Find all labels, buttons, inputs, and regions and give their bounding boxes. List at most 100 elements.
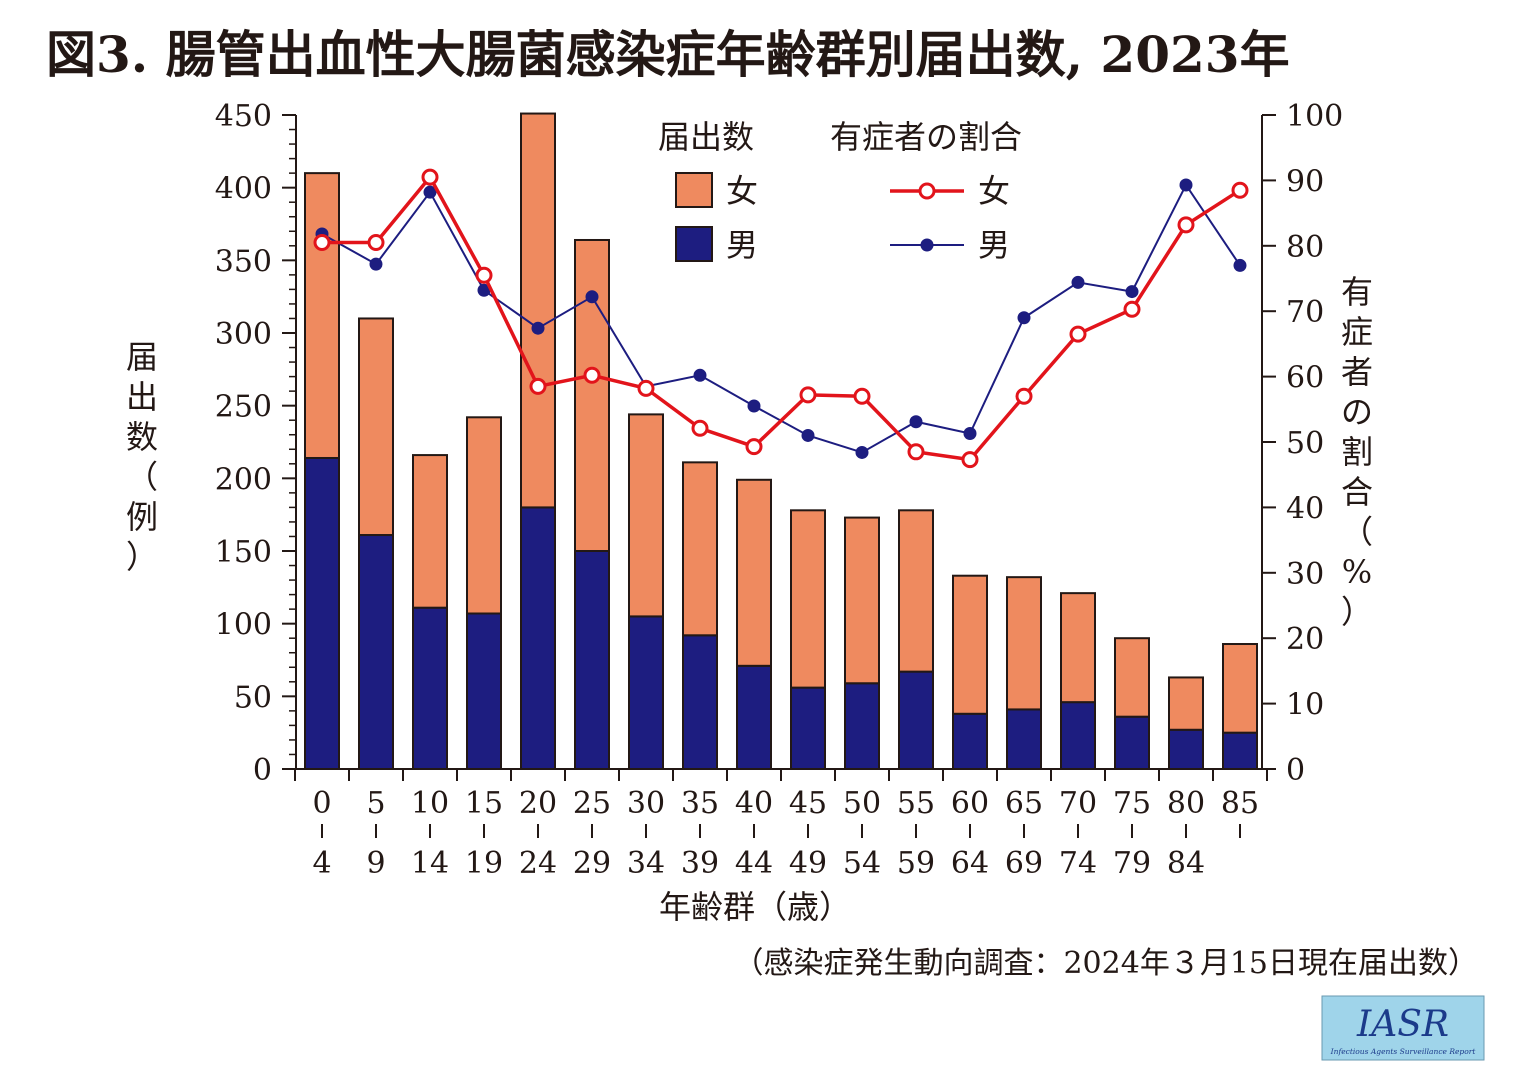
bar-female-0 [304, 172, 340, 459]
legend-male-bar-label: 男 [726, 226, 758, 264]
female-ratio-point [583, 366, 601, 384]
bar-male-60 [952, 712, 988, 770]
x-tick-label-start: 80 [1167, 786, 1205, 821]
female-ratio-point [421, 168, 439, 186]
y-tick-label: 100 [215, 608, 272, 643]
bar-male-70 [1060, 701, 1096, 770]
x-tick-label-start: 15 [465, 786, 503, 821]
female-ratio-point [691, 419, 709, 437]
y2-tick-label: 20 [1286, 622, 1324, 657]
y-tick-label: 300 [215, 317, 272, 352]
legend-line-heading: 有症者の割合 [830, 118, 1022, 156]
y-tick-label: 250 [215, 390, 272, 425]
female-ratio-line [322, 174, 1241, 462]
x-tick-label-start: 65 [1005, 786, 1043, 821]
y2-tick-label: 40 [1286, 491, 1324, 526]
iasr-logo: IASR Infectious Agents Surveillance Repo… [1321, 995, 1485, 1061]
x-tick-label-end: 4 [312, 846, 331, 881]
y2-tick-label: 60 [1286, 361, 1324, 396]
female-ratio-point [475, 266, 493, 284]
legend-female-bar-swatch [675, 172, 713, 208]
female-ratio-point [745, 438, 763, 456]
y2-tick-label: 80 [1286, 230, 1324, 265]
lines-layer [313, 168, 1249, 469]
male-ratio-point [423, 185, 437, 199]
bars-layer [304, 112, 1258, 771]
x-tick-label-end: 79 [1113, 846, 1151, 881]
x-tick-label-end: 49 [789, 846, 827, 881]
x-tick-label-start: 20 [519, 786, 557, 821]
bar-female-15 [466, 416, 502, 615]
bar-female-70 [1060, 592, 1096, 704]
bar-female-10 [412, 454, 448, 609]
male-ratio-point [963, 426, 977, 440]
bar-male-35 [682, 634, 718, 770]
female-ratio-point [313, 234, 331, 252]
female-ratio-point [907, 443, 925, 461]
male-ratio-point [477, 283, 491, 297]
female-ratio-point [1069, 325, 1087, 343]
bar-male-20 [520, 506, 556, 770]
y-axis-label: 届出数（例） [126, 338, 158, 576]
female-ratio-point [1015, 387, 1033, 405]
y-tick-label: 50 [234, 680, 272, 715]
legend-female-line-label: 女 [978, 172, 1010, 210]
bar-female-55 [898, 509, 934, 673]
male-ratio-point [1179, 178, 1193, 192]
x-tick-label-end: 9 [366, 846, 385, 881]
x-tick-label-end: 64 [951, 846, 989, 881]
male-ratio-point [693, 368, 707, 382]
y2-tick-label: 50 [1286, 426, 1324, 461]
female-ratio-point [1177, 216, 1195, 234]
bar-male-0 [304, 456, 340, 770]
y-tick-label: 350 [215, 244, 272, 279]
male-ratio-point [855, 445, 869, 459]
x-tick-label-start: 40 [735, 786, 773, 821]
legend-male-line-label: 男 [978, 226, 1010, 264]
y2-tick-label: 0 [1286, 753, 1305, 788]
y2-tick-label: 70 [1286, 295, 1324, 330]
bar-male-45 [790, 686, 826, 771]
iasr-logo-background [1321, 995, 1485, 1061]
y2-tick-label: 30 [1286, 557, 1324, 592]
bar-female-20 [520, 112, 556, 509]
male-ratio-point [909, 415, 923, 429]
x-tick-label-end: 54 [843, 846, 881, 881]
chart-title: 図3. 腸管出血性大腸菌感染症年齢群別届出数, 2023年 [46, 25, 1290, 84]
x-tick-label-start: 5 [366, 786, 385, 821]
male-ratio-point [1125, 285, 1139, 299]
bar-male-85 [1222, 731, 1258, 771]
y-tick-label: 200 [215, 462, 272, 497]
bar-female-25 [574, 238, 610, 552]
source-note: （感染症発生動向調査：2024年３月15日現在届出数） [733, 946, 1478, 981]
bar-female-35 [682, 461, 718, 637]
bar-male-80 [1168, 728, 1204, 771]
male-ratio-point [585, 290, 599, 304]
female-ratio-point [637, 379, 655, 397]
y2-axis-label: 有症者の割合（%） [1341, 273, 1373, 631]
bar-male-25 [574, 550, 610, 770]
bar-female-30 [628, 413, 664, 618]
y-tick-label: 150 [215, 535, 272, 570]
axes-layer: 0501001502002503003504004500102030405060… [215, 99, 1344, 881]
bar-female-65 [1006, 576, 1042, 711]
y2-tick-label: 90 [1286, 164, 1324, 199]
x-tick-label-end: 39 [681, 846, 719, 881]
x-tick-label-start: 55 [897, 786, 935, 821]
male-ratio-point [1071, 275, 1085, 289]
bar-male-15 [466, 612, 502, 771]
male-ratio-point [531, 321, 545, 335]
bar-male-40 [736, 664, 772, 771]
bar-male-55 [898, 670, 934, 770]
x-tick-label-end: 19 [465, 846, 503, 881]
x-tick-label-end: 84 [1167, 846, 1205, 881]
y-tick-label: 450 [215, 99, 272, 134]
bar-female-50 [844, 516, 880, 685]
male-ratio-point [369, 257, 383, 271]
x-tick-label-end: 29 [573, 846, 611, 881]
legend-male-bar-swatch [675, 226, 713, 262]
x-axis-label: 年齢群（歳） [659, 888, 851, 926]
iasr-logo-subtext: Infectious Agents Surveillance Report [1330, 1047, 1477, 1056]
bar-male-50 [844, 682, 880, 771]
